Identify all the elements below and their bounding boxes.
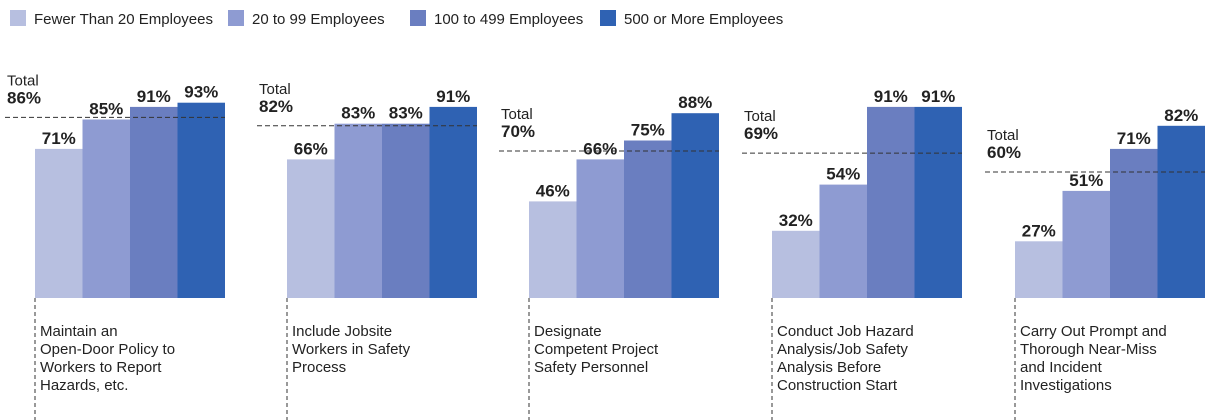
category-line: Workers in Safety <box>292 341 411 358</box>
legend-label: Fewer Than 20 Employees <box>34 11 213 28</box>
value-label: 71% <box>1117 129 1151 148</box>
total-value: 86% <box>7 88 41 107</box>
bar <box>82 119 130 298</box>
bar <box>334 123 382 298</box>
value-label: 51% <box>1069 171 1103 190</box>
bar <box>772 230 820 298</box>
value-label: 91% <box>436 87 470 106</box>
category-line: Analysis/Job Safety <box>777 341 908 358</box>
value-label: 71% <box>42 129 76 148</box>
total-value: 69% <box>744 124 778 143</box>
category-line: Conduct Job Hazard <box>777 323 914 340</box>
value-label: 85% <box>89 100 123 119</box>
category-label: Carry Out Prompt and Thorough Near-Miss an… <box>1020 323 1167 394</box>
bar <box>529 201 577 298</box>
total-label: Total <box>7 72 39 89</box>
legend-swatch <box>410 10 426 26</box>
bar <box>382 123 430 298</box>
value-label: 91% <box>137 87 171 106</box>
value-label: 91% <box>921 87 955 106</box>
value-label: 66% <box>583 139 617 158</box>
category-line: Analysis Before <box>777 359 881 376</box>
value-label: 27% <box>1022 221 1056 240</box>
value-label: 88% <box>678 93 712 112</box>
bar <box>671 113 719 298</box>
category-label: Conduct Job Hazard Analysis/Job Safety Ana… <box>777 323 914 394</box>
total-value: 60% <box>987 143 1021 162</box>
total-label: Total <box>501 106 533 123</box>
legend-swatch <box>600 10 616 26</box>
total-label: Total <box>987 127 1019 144</box>
bar <box>35 148 83 298</box>
category-line: Include Jobsite <box>292 323 392 340</box>
value-label: 54% <box>826 165 860 184</box>
legend-label: 500 or More Employees <box>624 11 783 28</box>
value-label: 75% <box>631 121 665 140</box>
bar <box>177 102 225 298</box>
category-line: Construction Start <box>777 377 898 394</box>
bar <box>576 159 624 298</box>
total-value: 70% <box>501 122 535 141</box>
category-line: Competent Project <box>534 341 659 358</box>
total-value: 82% <box>259 97 293 116</box>
value-label: 93% <box>184 83 218 102</box>
category-label: Maintain an Open-Door Policy to Workers to… <box>40 323 175 394</box>
legend-label: 100 to 499 Employees <box>434 11 583 28</box>
total-label: Total <box>259 81 291 98</box>
value-label: 32% <box>779 211 813 230</box>
bar <box>1157 125 1205 298</box>
category-line: Open-Door Policy to <box>40 341 175 358</box>
category-line: Safety Personnel <box>534 359 648 376</box>
bar <box>624 140 672 298</box>
legend-swatch <box>10 10 26 26</box>
value-label: 91% <box>874 87 908 106</box>
category-line: Process <box>292 359 346 376</box>
category-line: Hazards, etc. <box>40 377 128 394</box>
category-line: Thorough Near-Miss <box>1020 341 1157 358</box>
category-line: Designate <box>534 323 602 340</box>
bar <box>1015 241 1063 298</box>
bar <box>429 106 477 299</box>
bar <box>867 106 915 299</box>
legend-label: 20 to 99 Employees <box>252 11 385 28</box>
value-label: 83% <box>389 104 423 123</box>
category-label: Designate Competent Project Safety Personn… <box>534 323 659 376</box>
value-label: 46% <box>536 181 570 200</box>
category-line: and Incident <box>1020 359 1103 376</box>
legend-swatch <box>228 10 244 26</box>
bar <box>914 106 962 299</box>
bar <box>287 159 335 298</box>
category-line: Maintain an <box>40 323 118 340</box>
bar <box>819 184 867 298</box>
category-line: Investigations <box>1020 377 1112 394</box>
category-line: Carry Out Prompt and <box>1020 323 1167 340</box>
category-label: Include Jobsite Workers in Safety Process <box>292 323 411 376</box>
bar <box>1110 148 1158 298</box>
value-label: 66% <box>294 139 328 158</box>
value-label: 82% <box>1164 106 1198 125</box>
category-line: Workers to Report <box>40 359 162 376</box>
value-label: 83% <box>341 104 375 123</box>
total-label: Total <box>744 108 776 125</box>
bar <box>130 106 178 299</box>
bar <box>1062 190 1110 298</box>
